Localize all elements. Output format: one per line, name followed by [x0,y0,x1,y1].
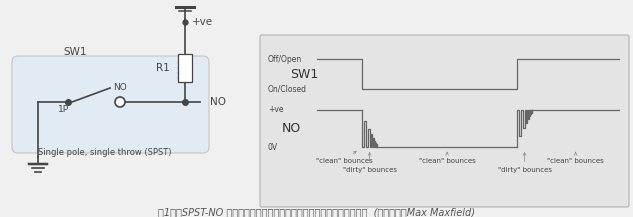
Text: SW1: SW1 [290,67,318,81]
Text: +ve: +ve [268,105,284,115]
Text: +ve: +ve [192,17,213,27]
Text: "dirty" bounces: "dirty" bounces [498,153,551,173]
Circle shape [115,97,125,107]
Text: R1: R1 [156,63,170,73]
Text: 0V: 0V [268,143,278,151]
Text: SW1: SW1 [63,47,87,57]
Text: "clean" bounces: "clean" bounces [316,151,372,164]
FancyBboxPatch shape [12,56,209,153]
Text: On/Closed: On/Closed [268,84,307,94]
FancyBboxPatch shape [260,35,629,207]
Text: 1P: 1P [58,105,70,114]
Text: "dirty" bounces: "dirty" bounces [342,153,397,173]
Text: NO: NO [210,97,226,107]
Text: "clean" bounces: "clean" bounces [418,152,475,164]
Text: 图1：在SPST-NO 拨动开关情况下，开关启动和停用时都可能发生抖动。  (图片来源：Max Maxfield): 图1：在SPST-NO 拨动开关情况下，开关启动和停用时都可能发生抖动。 (图片… [158,207,475,217]
Text: Off/Open: Off/Open [268,54,302,64]
Text: Single pole, single throw (SPST): Single pole, single throw (SPST) [38,148,172,157]
Bar [178,54,192,82]
Text: NO: NO [113,83,127,92]
Text: "clean" bounces: "clean" bounces [547,152,604,164]
Text: NO: NO [282,122,301,135]
